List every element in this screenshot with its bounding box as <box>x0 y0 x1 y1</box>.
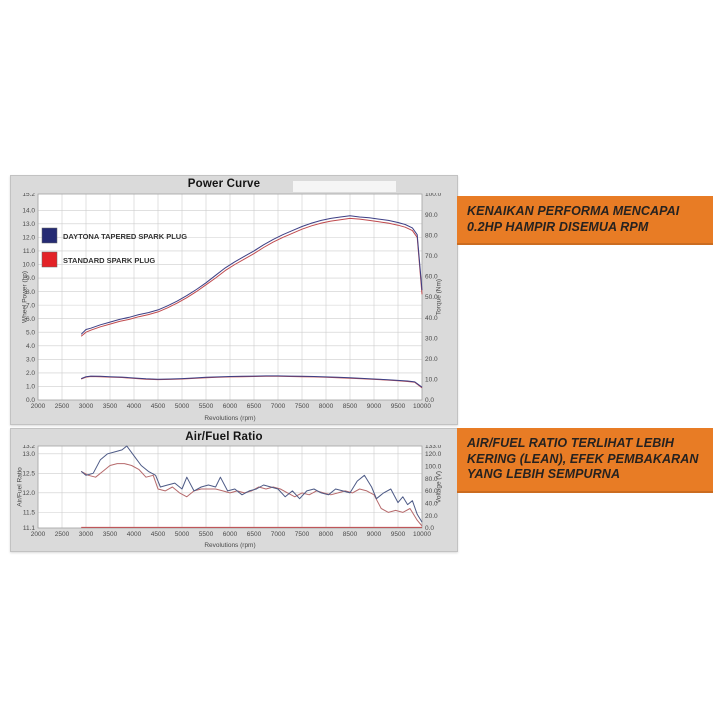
svg-text:3.0: 3.0 <box>26 357 35 364</box>
power-yaxis-right-label: Torque (Nm) <box>435 278 443 316</box>
svg-text:9500: 9500 <box>391 531 406 538</box>
svg-text:7.0: 7.0 <box>26 302 35 309</box>
svg-text:4000: 4000 <box>127 403 142 410</box>
svg-text:80.0: 80.0 <box>425 232 438 239</box>
svg-text:12.5: 12.5 <box>22 471 35 478</box>
callout-performance-note: KENAIKAN PERFORMA MENCAPAI 0.2HP HAMPIR … <box>457 196 713 246</box>
svg-text:6.0: 6.0 <box>26 316 35 323</box>
svg-text:13.0: 13.0 <box>22 221 35 228</box>
svg-text:13.2: 13.2 <box>22 445 35 450</box>
svg-text:10000: 10000 <box>413 403 431 410</box>
svg-text:4500: 4500 <box>151 531 166 538</box>
svg-text:7000: 7000 <box>271 403 286 410</box>
svg-text:3000: 3000 <box>79 531 94 538</box>
svg-text:100.0: 100.0 <box>425 464 442 471</box>
afr-yaxis-right-label: Voltage (V) <box>435 470 443 504</box>
svg-text:2000: 2000 <box>31 403 46 410</box>
svg-text:4000: 4000 <box>127 531 142 538</box>
svg-text:Revolutions (rpm): Revolutions (rpm) <box>204 415 255 422</box>
svg-text:12.0: 12.0 <box>22 490 35 497</box>
watermark-patch <box>293 181 396 192</box>
svg-text:4.0: 4.0 <box>26 343 35 350</box>
svg-text:8500: 8500 <box>343 403 358 410</box>
svg-text:7000: 7000 <box>271 531 286 538</box>
svg-text:50.0: 50.0 <box>425 294 438 301</box>
svg-text:5000: 5000 <box>175 403 190 410</box>
svg-text:5500: 5500 <box>199 531 214 538</box>
svg-text:4500: 4500 <box>151 403 166 410</box>
svg-text:6000: 6000 <box>223 531 238 538</box>
svg-text:DAYTONA TAPERED SPARK PLUG: DAYTONA TAPERED SPARK PLUG <box>63 232 187 241</box>
svg-text:60.0: 60.0 <box>425 488 438 495</box>
svg-text:2.0: 2.0 <box>26 370 35 377</box>
svg-text:13.0: 13.0 <box>22 451 35 458</box>
svg-text:8.0: 8.0 <box>26 289 35 296</box>
svg-text:0.0: 0.0 <box>26 397 35 404</box>
power-curve-plot: 2000 2500 3000 3500 4000 4500 5000 5500 6000 6500… <box>22 193 442 422</box>
svg-text:9000: 9000 <box>367 531 382 538</box>
afr-yaxis-left-label: Air/Fuel Ratio <box>16 467 24 507</box>
svg-text:0.0: 0.0 <box>425 525 434 532</box>
svg-text:0.0: 0.0 <box>425 397 434 404</box>
svg-text:5.0: 5.0 <box>26 329 35 336</box>
svg-text:30.0: 30.0 <box>425 335 438 342</box>
svg-text:100.0: 100.0 <box>425 193 442 198</box>
air-fuel-ratio-chart: Air/Fuel Ratio 2000 2500 3000 3500 4000 4500 5… <box>10 428 458 552</box>
svg-text:6000: 6000 <box>223 403 238 410</box>
power-curve-chart: Power Curve 2000 2500 3000 3500 4000 4500 5000… <box>10 175 458 425</box>
svg-text:2000: 2000 <box>31 531 46 538</box>
svg-text:133.0: 133.0 <box>425 445 442 450</box>
svg-text:10000: 10000 <box>413 531 431 538</box>
svg-text:3500: 3500 <box>103 403 118 410</box>
power-curve-title: Power Curve <box>187 178 261 190</box>
svg-text:11.0: 11.0 <box>23 248 36 255</box>
svg-text:9.0: 9.0 <box>26 275 35 282</box>
power-yaxis-left-label: Wheel Power (hp) <box>21 270 29 324</box>
svg-text:14.0: 14.0 <box>22 207 35 214</box>
svg-text:120.0: 120.0 <box>425 451 442 458</box>
svg-text:40.0: 40.0 <box>425 501 438 508</box>
svg-text:80.0: 80.0 <box>425 476 438 483</box>
svg-text:15.2: 15.2 <box>22 193 35 198</box>
svg-text:2500: 2500 <box>55 403 70 410</box>
svg-text:6500: 6500 <box>247 403 262 410</box>
callout-afr-note: AIR/FUEL RATIO TERLIHAT LEBIH KERING (LE… <box>457 428 713 493</box>
svg-text:40.0: 40.0 <box>425 315 438 322</box>
svg-text:6500: 6500 <box>247 531 262 538</box>
svg-text:8000: 8000 <box>319 531 334 538</box>
air-fuel-ratio-plot: 2000 2500 3000 3500 4000 4500 5000 5500 6000 6500… <box>22 445 442 549</box>
svg-text:2500: 2500 <box>55 531 70 538</box>
svg-text:3500: 3500 <box>103 531 118 538</box>
svg-text:9000: 9000 <box>367 403 382 410</box>
svg-text:90.0: 90.0 <box>425 212 438 219</box>
svg-text:8000: 8000 <box>319 403 334 410</box>
svg-text:1.0: 1.0 <box>26 384 35 391</box>
svg-text:20.0: 20.0 <box>425 356 438 363</box>
svg-text:7500: 7500 <box>295 531 310 538</box>
svg-text:10.0: 10.0 <box>425 377 438 384</box>
svg-text:12.0: 12.0 <box>22 235 35 242</box>
svg-text:70.0: 70.0 <box>425 253 438 260</box>
svg-text:STANDARD SPARK PLUG: STANDARD SPARK PLUG <box>63 256 155 265</box>
svg-text:10.0: 10.0 <box>22 262 35 269</box>
svg-text:5000: 5000 <box>175 531 190 538</box>
svg-text:20.0: 20.0 <box>425 513 438 520</box>
svg-text:5500: 5500 <box>199 403 214 410</box>
svg-text:11.5: 11.5 <box>23 510 36 517</box>
svg-text:3000: 3000 <box>79 403 94 410</box>
svg-text:Revolutions (rpm): Revolutions (rpm) <box>204 542 255 549</box>
svg-text:60.0: 60.0 <box>425 274 438 281</box>
svg-text:11.1: 11.1 <box>23 525 36 532</box>
svg-text:8500: 8500 <box>343 531 358 538</box>
svg-text:9500: 9500 <box>391 403 406 410</box>
svg-text:7500: 7500 <box>295 403 310 410</box>
air-fuel-ratio-title: Air/Fuel Ratio <box>185 431 263 443</box>
